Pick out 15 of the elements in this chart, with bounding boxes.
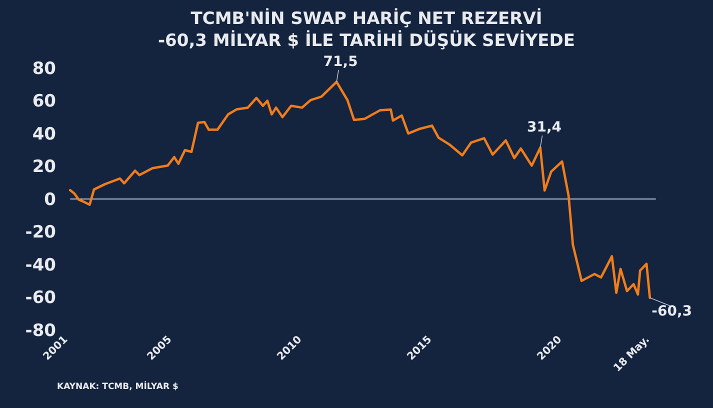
y-tick-label: 60	[32, 92, 56, 112]
annotation: -60,3	[652, 304, 692, 320]
y-tick-label: 80	[32, 58, 56, 79]
y-tick-label: -60	[25, 288, 56, 308]
text: KAYNAK: TCMB, MİLYAR $	[57, 381, 178, 392]
y-tick-label: -40	[25, 255, 56, 276]
line-series	[69, 80, 652, 299]
y-tick-label: 40	[32, 124, 56, 144]
y-tick-label: 20	[32, 157, 56, 178]
y-tick-label: -80	[25, 320, 56, 341]
annotation: 71,5	[323, 54, 358, 70]
annotation: 31,4	[527, 120, 562, 136]
y-tick-label: 0	[44, 190, 56, 210]
chart-title: TCMB'NİN SWAP HARİÇ NET REZERVİ -60,3 MİLYAR $ İLE TARİHİ DÜŞÜK SEVİYEDE	[158, 8, 575, 51]
y-tick-label: -20	[25, 222, 56, 243]
